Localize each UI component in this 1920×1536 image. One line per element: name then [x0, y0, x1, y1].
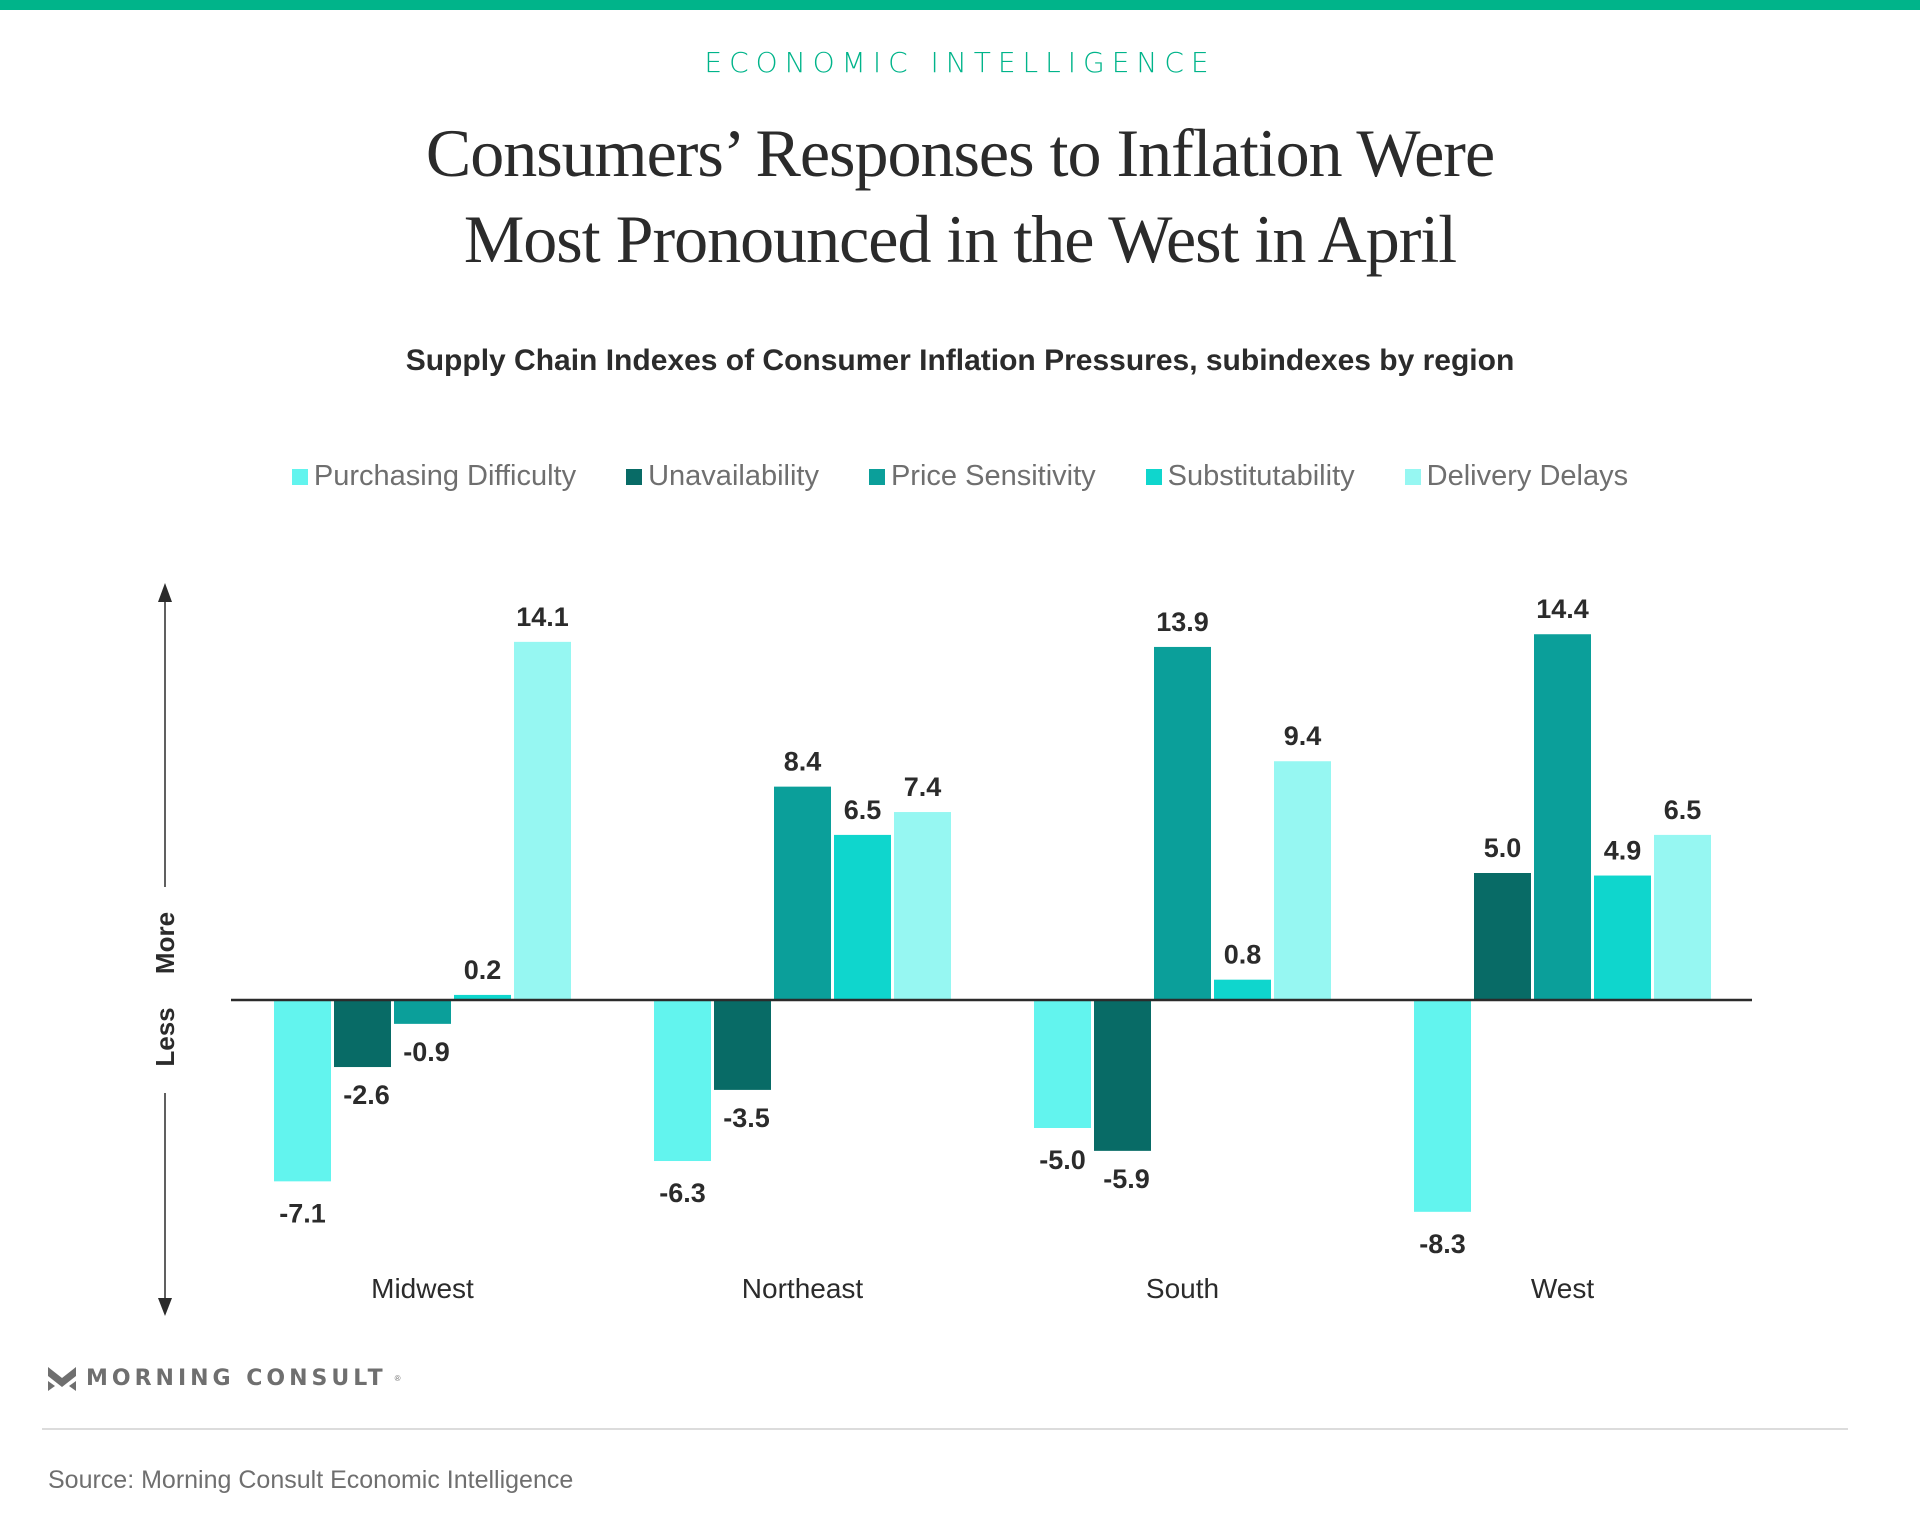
bar [1034, 1001, 1091, 1128]
bar [1094, 1001, 1151, 1151]
data-label: 9.4 [1284, 721, 1322, 751]
bar [274, 1001, 331, 1182]
logo-wordmark: MORNING CONSULT [86, 1366, 387, 1391]
legend-item: Price Sensitivity [868, 460, 1096, 493]
bar [894, 812, 951, 1000]
legend-item: Substitutability [1145, 460, 1355, 493]
data-label: -8.3 [1419, 1229, 1466, 1259]
axis-label-less: Less [150, 1007, 180, 1066]
data-label: 5.0 [1484, 833, 1522, 863]
data-label: 6.5 [1664, 795, 1702, 825]
legend-label: Purchasing Difficulty [313, 460, 577, 492]
bar [1274, 761, 1331, 1000]
data-label: -7.1 [279, 1198, 326, 1228]
bar [774, 786, 831, 1000]
bar [1214, 979, 1271, 1000]
bar [1414, 1001, 1471, 1212]
data-label: -6.3 [659, 1178, 706, 1208]
data-label: -5.9 [1103, 1164, 1150, 1194]
data-label: -5.0 [1039, 1145, 1086, 1175]
category-label: Northeast [742, 1273, 864, 1304]
section-kicker: ECONOMIC INTELLIGENCE [704, 46, 1216, 79]
chart-title-line-2: Most Pronounced in the West in April [463, 201, 1457, 277]
bar [714, 1001, 771, 1090]
bar [1594, 875, 1651, 1000]
legend: Purchasing Difficulty Unavailability Price… [0, 460, 1920, 493]
data-label: 14.4 [1536, 594, 1589, 624]
chart-subtitle: Supply Chain Indexes of Consumer Inflati… [405, 344, 1515, 377]
bar [1534, 634, 1591, 1000]
legend-swatch [291, 468, 308, 485]
data-label: 7.4 [904, 772, 942, 802]
legend-label: Substitutability [1167, 460, 1355, 492]
data-label: 13.9 [1156, 607, 1209, 637]
data-label: 0.2 [464, 955, 502, 985]
data-label: -3.5 [723, 1103, 770, 1133]
bar [654, 1001, 711, 1162]
legend-swatch [868, 468, 885, 485]
chart-title-line-1: Consumers’ Responses to Inflation Were [425, 115, 1495, 191]
category-label: Midwest [371, 1273, 474, 1304]
legend-swatch [1404, 468, 1421, 485]
data-label: 14.1 [516, 602, 569, 632]
bar [514, 641, 571, 1000]
data-label: -0.9 [403, 1037, 450, 1067]
arrow-up-icon [158, 583, 172, 602]
data-label: -2.6 [343, 1080, 390, 1110]
arrow-down-icon [158, 1298, 172, 1316]
legend-label: Price Sensitivity [890, 460, 1096, 492]
legend-item: Unavailability [626, 460, 819, 493]
bar [1154, 646, 1211, 1000]
bar [1474, 873, 1531, 1000]
legend-item: Delivery Delays [1404, 460, 1629, 493]
data-label: 8.4 [784, 747, 822, 777]
top-accent-bar [0, 0, 1920, 10]
data-label: 4.9 [1604, 836, 1642, 866]
brand-logo: MORNING CONSULT ® [48, 1366, 401, 1391]
bar [394, 1001, 451, 1024]
morning-consult-m-icon [48, 1366, 76, 1391]
bar [454, 994, 511, 1000]
data-label: 6.5 [844, 795, 882, 825]
legend-label: Unavailability [648, 460, 819, 492]
bar [834, 834, 891, 1000]
chart-title: Consumers’ Responses to Inflation Were M… [0, 110, 1920, 282]
bar [1654, 834, 1711, 1000]
registered-mark-icon: ® [394, 1374, 401, 1383]
category-label: South [1146, 1273, 1219, 1304]
data-label: 0.8 [1224, 940, 1262, 970]
footer-divider [42, 1428, 1848, 1430]
axis-label-more: More [150, 912, 180, 974]
legend-label: Delivery Delays [1426, 460, 1629, 492]
legend-item: Purchasing Difficulty [291, 460, 577, 493]
bar [334, 1001, 391, 1068]
category-label: West [1531, 1273, 1594, 1304]
legend-swatch [1145, 468, 1162, 485]
source-note: Source: Morning Consult Economic Intelli… [48, 1466, 574, 1494]
legend-swatch [626, 468, 643, 485]
